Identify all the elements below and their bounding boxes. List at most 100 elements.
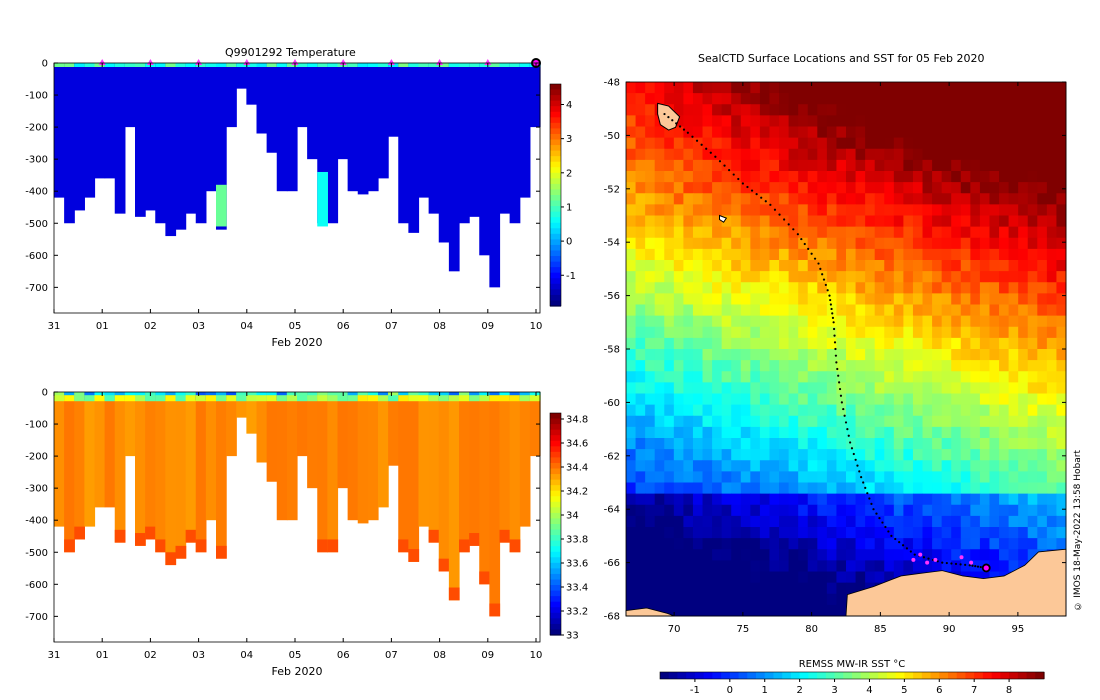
track-point — [810, 252, 813, 255]
sst-cell — [865, 560, 876, 572]
sst-cell — [721, 415, 732, 428]
sst-cell — [999, 349, 1010, 361]
sst-cell — [1027, 93, 1038, 105]
colorbar-cell — [550, 573, 561, 581]
profile-column — [216, 63, 227, 230]
sst-cell — [779, 260, 790, 272]
sst-cell — [731, 515, 742, 528]
sst-cell — [788, 315, 799, 328]
lat-tick-label: -66 — [604, 558, 620, 569]
deep-cell — [165, 552, 177, 566]
sst-cell — [912, 126, 924, 139]
surface-cell — [327, 395, 339, 402]
sst-cell — [702, 471, 713, 483]
sst-cell — [788, 482, 799, 495]
sst-cell — [1056, 115, 1067, 127]
sst-cell — [874, 237, 885, 250]
sst-cell — [1027, 415, 1038, 428]
colorbar-tick-label: 5 — [901, 685, 907, 696]
profile-cell — [276, 392, 288, 521]
sst-cell — [932, 460, 943, 472]
sst-cell — [798, 226, 809, 239]
sst-cell — [798, 471, 809, 483]
sst-cell — [960, 449, 971, 461]
sst-cell — [1018, 527, 1029, 539]
sst-cell — [807, 449, 818, 461]
sst-cell — [731, 593, 742, 606]
sst-cell — [788, 426, 799, 439]
sst-cell — [893, 515, 904, 528]
sst-cell — [941, 360, 952, 372]
sst-cell — [874, 126, 885, 139]
sst-cell — [683, 204, 694, 216]
sst-cell — [664, 315, 675, 328]
sst-cell — [702, 148, 713, 161]
sst-cell — [989, 93, 1000, 105]
sst-cell — [989, 460, 1000, 472]
sst-cell — [750, 504, 761, 517]
sst-cell — [989, 360, 1000, 372]
track-point — [913, 553, 916, 556]
sst-cell — [759, 360, 770, 372]
sst-cell — [721, 504, 732, 517]
sst-cell — [912, 493, 924, 506]
sst-cell — [865, 549, 876, 561]
sst-cell — [626, 126, 637, 139]
sst-cell — [865, 415, 876, 428]
sst-cell — [683, 426, 694, 439]
sst-cell — [874, 393, 885, 406]
sst-cell — [1018, 382, 1029, 394]
sst-cell — [817, 349, 828, 361]
sst-cell — [1018, 349, 1029, 361]
sst-cell — [769, 126, 780, 139]
x-tick-label: 04 — [240, 321, 253, 332]
sst-cell — [731, 571, 742, 584]
sst-cell — [846, 360, 857, 372]
sst-cell — [1008, 260, 1019, 272]
colorbar-cell — [550, 283, 561, 290]
sst-cell — [922, 549, 933, 561]
surface-cell — [226, 63, 237, 67]
sst-cell — [846, 482, 857, 495]
sst-cell — [798, 426, 809, 439]
sst-cell — [664, 482, 675, 495]
sst-cell — [779, 326, 790, 339]
sst-cell — [979, 182, 990, 194]
sst-cell — [635, 93, 646, 105]
sst-cell — [826, 82, 837, 94]
sst-cell — [1027, 515, 1038, 528]
sst-cell — [855, 493, 866, 506]
y-tick-label: -300 — [25, 484, 48, 495]
sst-cell — [721, 549, 732, 561]
sst-cell — [731, 438, 742, 450]
sst-cell — [807, 215, 818, 228]
sst-cell — [865, 326, 876, 339]
surface-marker — [291, 59, 299, 65]
sst-cell — [979, 471, 990, 483]
track-point — [976, 565, 980, 568]
sst-cell — [836, 471, 847, 483]
colorbar-cell — [550, 546, 561, 553]
sst-cell — [817, 148, 828, 161]
profile-cell — [195, 63, 207, 224]
sst-cell — [664, 515, 675, 528]
sst-cell — [960, 504, 971, 517]
sst-cell — [836, 515, 847, 528]
sst-cell — [673, 204, 684, 216]
sst-cell — [970, 326, 981, 339]
y-tick-label: -600 — [25, 580, 48, 591]
sst-cell — [960, 260, 971, 272]
track-point — [705, 147, 708, 150]
sst-cell — [884, 371, 895, 383]
sst-cell — [932, 493, 943, 506]
sst-cell — [999, 315, 1010, 328]
y-tick-label: -700 — [25, 283, 48, 294]
sst-cell — [807, 159, 818, 172]
sst-cell — [759, 460, 770, 472]
sst-cell — [664, 493, 675, 506]
sst-cell — [626, 582, 637, 595]
sst-cell — [635, 148, 646, 161]
colorbar-tick-label: 33.2 — [566, 607, 588, 618]
sst-cell — [683, 304, 694, 317]
